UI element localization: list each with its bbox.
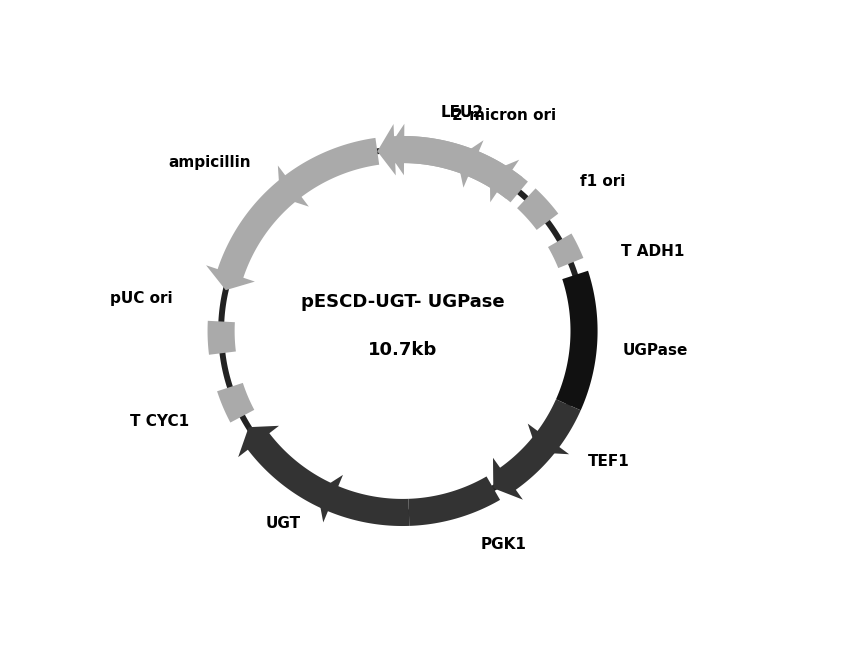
Text: T CYC1: T CYC1	[130, 414, 189, 429]
Polygon shape	[238, 426, 279, 457]
Polygon shape	[278, 166, 309, 207]
Polygon shape	[246, 431, 409, 526]
Polygon shape	[490, 160, 519, 203]
Text: pESCD-UGT- UGPase: pESCD-UGT- UGPase	[300, 293, 505, 311]
Text: 10.7kb: 10.7kb	[368, 342, 437, 359]
Polygon shape	[218, 146, 587, 516]
Polygon shape	[390, 136, 522, 199]
Text: ampicillin: ampicillin	[168, 155, 251, 170]
Text: UGT: UGT	[265, 516, 300, 531]
Polygon shape	[517, 189, 558, 230]
Polygon shape	[556, 271, 598, 410]
Polygon shape	[528, 424, 569, 454]
Text: TEF1: TEF1	[588, 453, 630, 469]
Text: PGK1: PGK1	[480, 537, 526, 551]
Polygon shape	[317, 475, 343, 522]
Polygon shape	[493, 458, 523, 500]
Text: T ADH1: T ADH1	[621, 244, 684, 259]
Polygon shape	[457, 140, 484, 187]
Polygon shape	[377, 124, 396, 175]
Polygon shape	[548, 234, 583, 268]
Polygon shape	[497, 399, 581, 492]
Polygon shape	[206, 265, 255, 290]
Text: 2-micron ori: 2-micron ori	[452, 108, 556, 122]
Polygon shape	[387, 124, 404, 175]
Polygon shape	[408, 477, 500, 526]
Text: LEU2: LEU2	[441, 105, 484, 120]
Text: UGPase: UGPase	[623, 343, 689, 357]
Text: f1 ori: f1 ori	[581, 174, 626, 189]
Polygon shape	[217, 383, 254, 422]
Polygon shape	[401, 136, 528, 203]
Polygon shape	[216, 138, 379, 281]
Polygon shape	[208, 321, 235, 355]
Text: pUC ori: pUC ori	[110, 291, 172, 306]
